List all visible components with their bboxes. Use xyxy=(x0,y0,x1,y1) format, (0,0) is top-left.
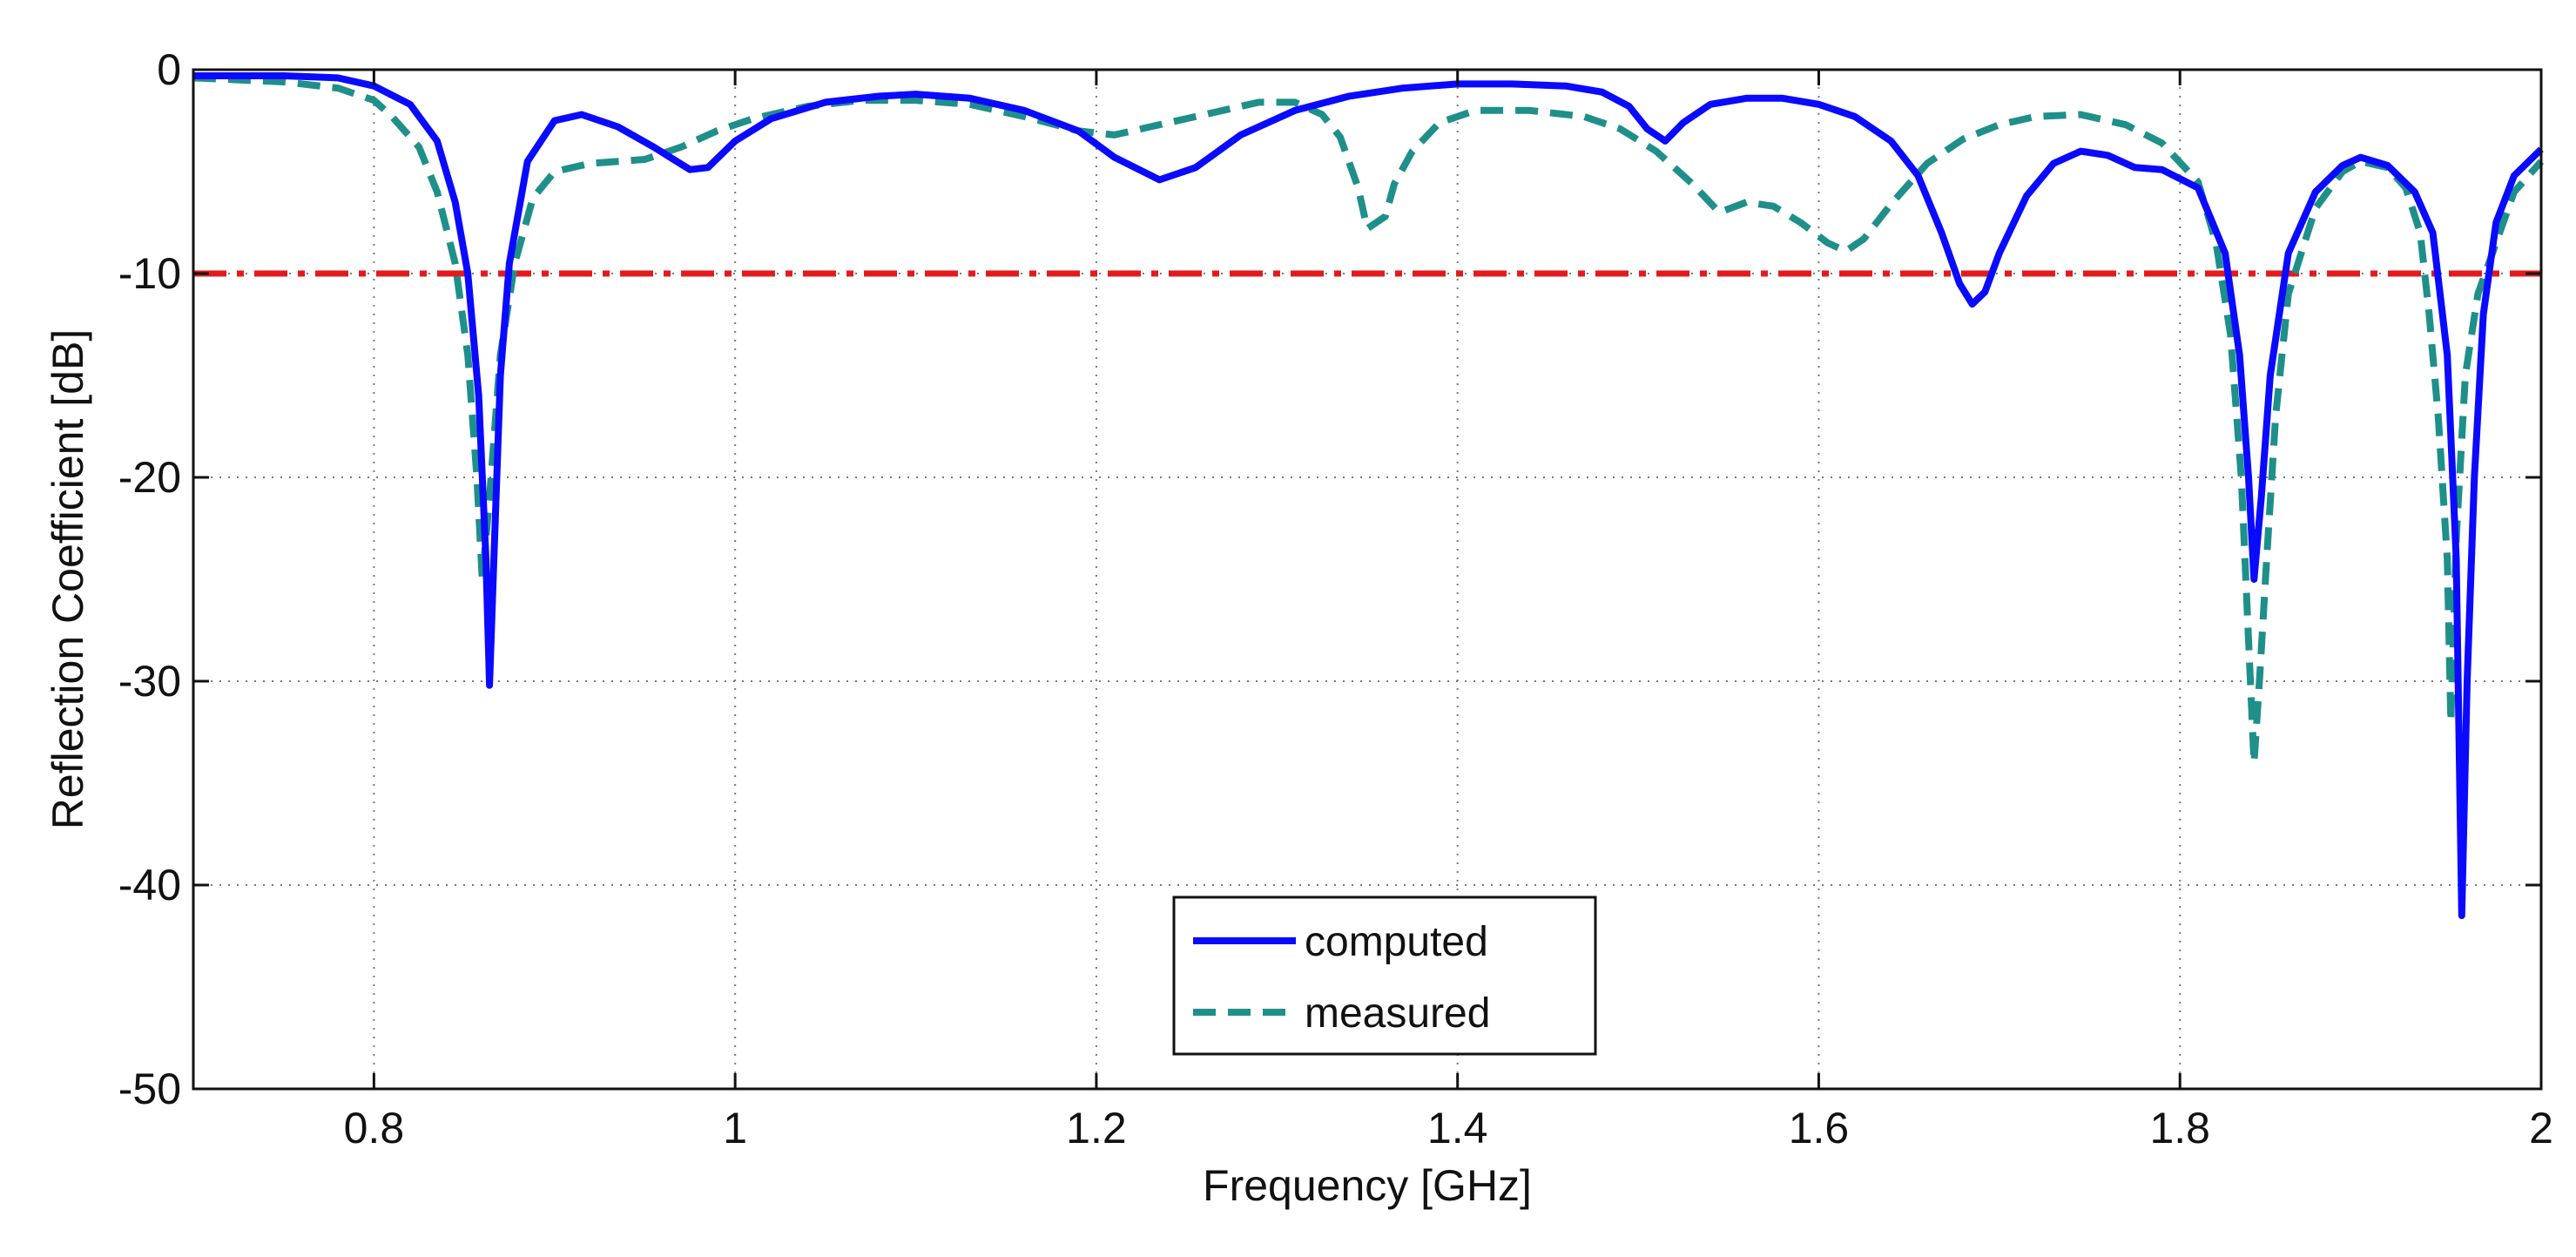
y-axis-label: Reflection Coefficient [dB] xyxy=(44,329,92,829)
y-tick-label: -40 xyxy=(118,861,181,909)
axis-ticks: 0.8 1 1.2 1.4 1.6 1.8 2 0 -10 -20 -30 -40 -50 xyxy=(118,45,2553,1152)
x-tick-label: 1.6 xyxy=(1789,1104,1850,1152)
y-tick-label: -50 xyxy=(118,1064,181,1113)
legend: computed measured xyxy=(1172,895,1597,1056)
series-line-measured xyxy=(192,74,2544,767)
y-tick-label: -20 xyxy=(118,453,181,502)
series-layer xyxy=(192,72,2544,920)
plot-frame xyxy=(192,68,2543,1091)
series-line-computed xyxy=(193,72,2544,920)
y-tick-label: 0 xyxy=(157,45,181,94)
y-tick-label: -30 xyxy=(118,657,181,706)
legend-box xyxy=(1172,895,1597,1056)
x-tick-label: 2 xyxy=(2529,1104,2553,1152)
legend-label-measured: measured xyxy=(1305,990,1490,1037)
x-tick-label: 1.2 xyxy=(1066,1104,1127,1152)
x-axis-label: Frequency [GHz] xyxy=(1203,1161,1532,1210)
x-tick-label: 1.4 xyxy=(1427,1104,1488,1152)
y-tick-label: -10 xyxy=(118,249,181,298)
x-tick-label: 0.8 xyxy=(344,1104,405,1152)
x-tick-label: 1.8 xyxy=(2149,1104,2210,1152)
legend-label-computed: computed xyxy=(1305,919,1488,965)
x-tick-label: 1 xyxy=(723,1104,747,1152)
